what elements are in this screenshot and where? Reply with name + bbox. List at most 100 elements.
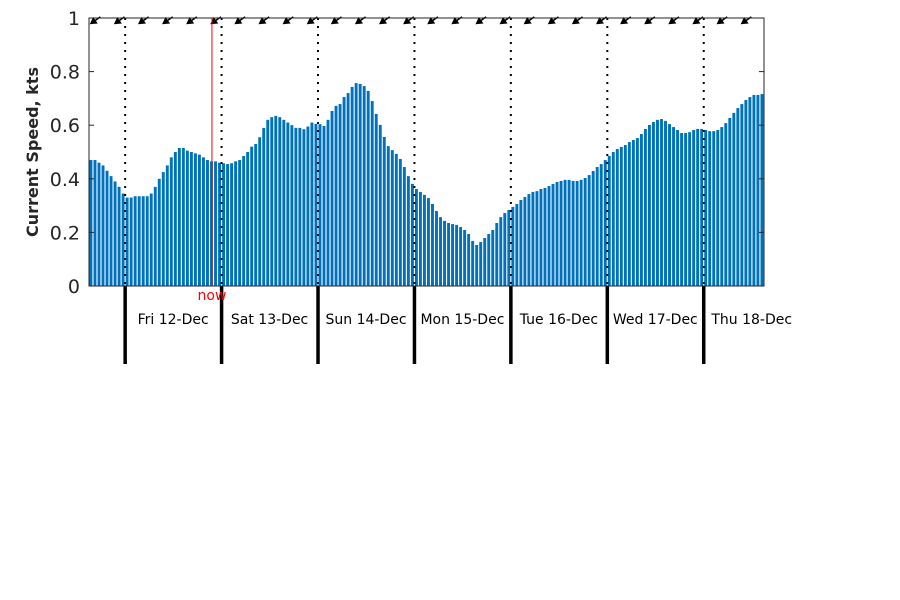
- direction-arrow-icon: [716, 16, 728, 25]
- y-axis-label: Current Speed, kts: [23, 67, 42, 237]
- bar: [760, 94, 764, 286]
- bar: [696, 128, 700, 286]
- direction-arrow-icon: [571, 16, 583, 25]
- y-tick-label: 0: [68, 276, 80, 298]
- bar: [362, 86, 366, 286]
- bar: [169, 157, 173, 286]
- bar: [615, 149, 619, 286]
- day-labels: Fri 12-Dec Sat 13-Dec Sun 14-Dec Mon 15-Dec…: [138, 312, 792, 328]
- bar: [451, 224, 455, 286]
- bar: [499, 217, 503, 286]
- day-label: Tue 16-Dec: [519, 312, 598, 328]
- bar: [386, 146, 390, 286]
- bar: [652, 121, 655, 286]
- bar: [439, 217, 442, 286]
- bar: [137, 196, 141, 286]
- bar: [483, 238, 487, 286]
- now-label: now: [198, 288, 227, 304]
- direction-arrow-icon: [668, 16, 680, 25]
- bars-group: [89, 83, 764, 287]
- bar: [692, 130, 696, 286]
- bar: [676, 130, 680, 286]
- bar: [173, 152, 177, 286]
- y-axis: 0 0.2 0.4 0.6 0.8 1: [50, 8, 764, 298]
- bar: [708, 131, 712, 286]
- bar: [101, 165, 105, 286]
- bar: [591, 171, 595, 286]
- direction-arrow-icon: [330, 16, 342, 25]
- bar: [688, 132, 692, 286]
- bar: [523, 197, 527, 286]
- bar: [354, 83, 358, 287]
- bar: [165, 165, 169, 286]
- bar: [579, 179, 583, 286]
- bar: [422, 194, 426, 286]
- bar: [185, 150, 189, 286]
- direction-arrow-icon: [137, 16, 150, 25]
- bar: [443, 220, 446, 286]
- bar: [447, 223, 451, 286]
- bar: [97, 162, 101, 286]
- bar: [338, 104, 342, 286]
- bar: [495, 223, 499, 286]
- bar: [161, 172, 165, 286]
- bar: [503, 213, 507, 286]
- bar: [455, 224, 459, 286]
- direction-arrow-icon: [475, 16, 487, 25]
- y-tick-label: 0.4: [50, 169, 80, 191]
- bar: [635, 138, 639, 286]
- bar: [290, 125, 294, 286]
- bar: [222, 163, 226, 286]
- bar: [736, 108, 740, 286]
- bar: [507, 209, 511, 286]
- bar: [246, 152, 250, 286]
- bar: [226, 164, 230, 286]
- bar: [129, 197, 133, 286]
- direction-arrow-icon: [379, 16, 391, 25]
- bar: [342, 97, 346, 286]
- direction-arrow-icon: [427, 16, 439, 25]
- bar: [463, 229, 467, 286]
- bar: [298, 127, 302, 286]
- bar: [113, 181, 117, 286]
- bar: [639, 134, 643, 286]
- day-label: Wed 17-Dec: [613, 312, 698, 328]
- bar: [193, 153, 197, 286]
- bar: [322, 126, 326, 286]
- bar: [214, 161, 217, 286]
- bar: [712, 131, 716, 286]
- bar: [643, 128, 647, 286]
- bar: [318, 124, 322, 286]
- bar: [350, 86, 354, 286]
- bar: [250, 146, 254, 286]
- bar: [704, 130, 708, 286]
- bar: [374, 113, 378, 286]
- direction-arrow-icon: [210, 16, 222, 25]
- bar: [700, 128, 704, 286]
- bar: [539, 188, 543, 286]
- bar: [627, 142, 631, 286]
- y-tick-label: 0.8: [50, 62, 80, 84]
- bar: [366, 90, 370, 287]
- bar: [515, 203, 519, 286]
- bar: [684, 132, 688, 286]
- direction-arrow-icon: [499, 16, 511, 25]
- bar: [664, 120, 667, 286]
- bar: [334, 105, 338, 287]
- bar: [390, 150, 394, 286]
- direction-arrow-icon: [306, 16, 318, 25]
- bar: [402, 167, 406, 286]
- bar: [563, 179, 567, 286]
- bar: [105, 170, 109, 286]
- bar: [603, 160, 607, 286]
- plot-frame: [88, 17, 765, 287]
- direction-arrow-icon: [403, 16, 415, 25]
- bar: [418, 191, 422, 286]
- bar: [270, 117, 274, 286]
- bar: [258, 137, 262, 286]
- bar: [266, 119, 270, 286]
- bar: [189, 152, 193, 286]
- bar: [427, 198, 430, 286]
- bar: [177, 147, 181, 286]
